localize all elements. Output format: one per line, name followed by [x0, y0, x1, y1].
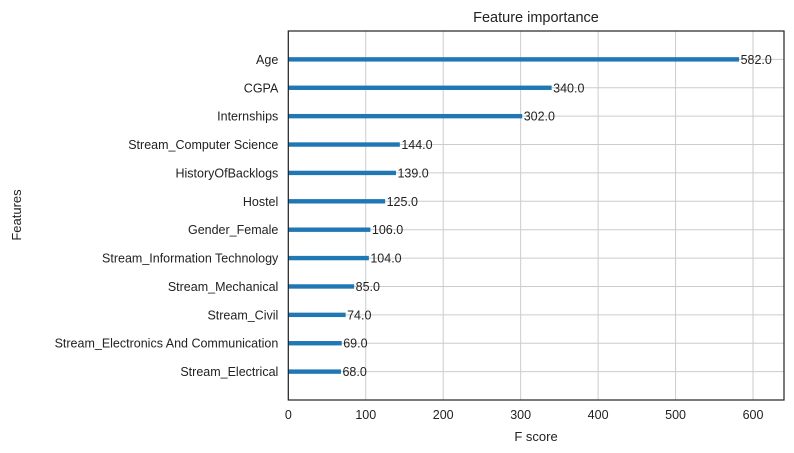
bar: [288, 85, 552, 90]
bar: [288, 312, 346, 318]
x-tick-label: 600: [743, 408, 764, 422]
bar-value-label: 125.0: [387, 195, 418, 209]
bar-value-label: 106.0: [372, 223, 403, 237]
bar: [288, 341, 342, 346]
bar: [288, 142, 400, 147]
y-tick-label: Stream_Electronics And Communication: [55, 337, 279, 351]
bar-value-label: 340.0: [553, 81, 584, 95]
x-tick-label: 400: [588, 408, 609, 422]
bars: 582.0 340.0 302.0 144.0 139.0 125.0 106.0 104.0…: [288, 53, 772, 379]
x-tick-label: 300: [510, 408, 531, 422]
bar-value-label: 139.0: [397, 166, 428, 180]
y-tick-label: Stream_Civil: [207, 308, 278, 322]
bar: [288, 199, 386, 204]
bar-value-label: 69.0: [343, 337, 367, 351]
bar: [288, 369, 341, 374]
bar-value-label: 582.0: [741, 53, 772, 67]
y-tick-label: Hostel: [243, 195, 278, 209]
bar-value-label: 302.0: [524, 110, 555, 124]
bar-value-label: 104.0: [370, 252, 401, 266]
x-tick-label: 200: [433, 408, 454, 422]
y-tick-label: Stream_Electrical: [180, 365, 278, 379]
y-axis-label: Features: [9, 189, 24, 241]
y-tick-label: Stream_Mechanical: [168, 280, 278, 294]
bar-value-label: 144.0: [401, 138, 432, 152]
y-tick-label: Age: [256, 53, 278, 67]
y-tick-label: CGPA: [244, 81, 279, 95]
y-tick-label: Stream_Computer Science: [128, 138, 278, 152]
plot-frame: [287, 30, 785, 401]
bar: [288, 170, 396, 176]
x-tick-label: 500: [665, 408, 686, 422]
y-tick-label: Gender_Female: [188, 223, 278, 237]
bar: [288, 284, 355, 289]
y-tick-label: HistoryOfBacklogs: [175, 166, 278, 180]
x-tick-label: 100: [355, 408, 376, 422]
y-tick-label: Stream_Information Technology: [102, 252, 279, 266]
bar-value-label: 74.0: [347, 308, 371, 322]
bar-value-label: 68.0: [342, 365, 366, 379]
chart-title: Feature importance: [473, 10, 599, 26]
bar: [288, 227, 371, 232]
bar: [288, 255, 369, 261]
ticks: 0 100 200 300 400 500 600 Age CGPA Internships Str…: [55, 53, 764, 422]
y-tick-label: Internships: [217, 110, 278, 124]
bar-value-label: 85.0: [356, 280, 380, 294]
x-tick-label: 0: [285, 408, 292, 422]
x-axis-label: F score: [514, 429, 557, 444]
bar: [288, 113, 523, 119]
bar: [288, 57, 740, 62]
